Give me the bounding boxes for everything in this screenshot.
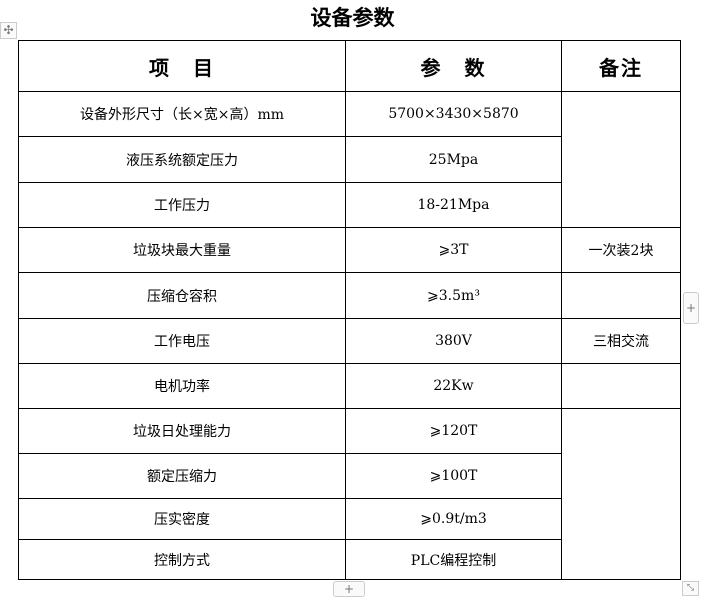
plus-icon: + [685,301,697,315]
param-cell[interactable]: 22Kw [345,363,562,409]
table-move-handle[interactable]: ✣ [0,22,17,39]
note-cell[interactable] [561,363,681,409]
param-cell[interactable]: 380V [345,318,562,364]
header-row: 项 目 参 数 备注 [18,40,681,92]
note-cell[interactable] [561,272,681,319]
table-row: 额定压缩力 ⩾100T [18,453,681,499]
move-icon: ✣ [3,23,14,37]
note-cell[interactable] [561,408,681,580]
param-cell[interactable]: 5700×3430×5870 [345,91,562,137]
table-row: 压实密度 ⩾0.9t/m3 [18,498,681,540]
add-column-button[interactable]: + [683,292,699,324]
param-cell[interactable]: 18-21Mpa [345,182,562,228]
param-cell[interactable]: ⩾0.9t/m3 [345,498,562,540]
item-cell[interactable]: 垃圾日处理能力 [18,408,346,454]
header-notes: 备注 [561,40,681,92]
note-cell[interactable]: 三相交流 [561,318,681,364]
resize-icon: ⤡ [686,583,695,593]
item-cell[interactable]: 液压系统额定压力 [18,136,346,183]
item-cell[interactable]: 设备外形尺寸（长×宽×高）mm [18,91,346,137]
table-row: 压缩仓容积 ⩾3.5m³ [18,272,681,319]
param-cell[interactable]: PLC编程控制 [345,539,562,580]
table-row: 工作压力 18-21Mpa [18,182,681,228]
param-cell[interactable]: 25Mpa [345,136,562,183]
table-row: 垃圾日处理能力 ⩾120T [18,408,681,580]
add-row-button[interactable]: + [333,581,365,597]
plus-icon: + [343,582,355,596]
item-cell[interactable]: 电机功率 [18,363,346,409]
table-row: 设备外形尺寸（长×宽×高）mm 5700×3430×5870 [18,91,681,228]
parameters-table: 项 目 参 数 备注 设备外形尺寸（长×宽×高）mm 5700×3430×5870… [18,40,681,580]
header-param: 参 数 [345,40,562,92]
table-row: 电机功率 22Kw [18,363,681,409]
item-cell[interactable]: 额定压缩力 [18,453,346,499]
param-cell[interactable]: ⩾3.5m³ [345,272,562,319]
item-cell[interactable]: 垃圾块最大重量 [18,227,346,273]
note-cell[interactable]: 一次装2块 [561,227,681,273]
item-cell[interactable]: 控制方式 [18,539,346,580]
note-cell[interactable] [561,91,681,228]
param-cell[interactable]: ⩾3T [345,227,562,273]
param-cell[interactable]: ⩾120T [345,408,562,454]
table-row: 垃圾块最大重量 ⩾3T 一次装2块 [18,227,681,273]
item-cell[interactable]: 工作压力 [18,182,346,228]
table-row: 工作电压 380V 三相交流 [18,318,681,364]
document-title: 设备参数 [310,6,395,30]
param-cell[interactable]: ⩾100T [345,453,562,499]
table-row: 控制方式 PLC编程控制 [18,539,681,580]
header-item: 项 目 [18,40,346,92]
item-cell[interactable]: 工作电压 [18,318,346,364]
table-row: 液压系统额定压力 25Mpa [18,136,681,183]
item-cell[interactable]: 压缩仓容积 [18,272,346,319]
item-cell[interactable]: 压实密度 [18,498,346,540]
